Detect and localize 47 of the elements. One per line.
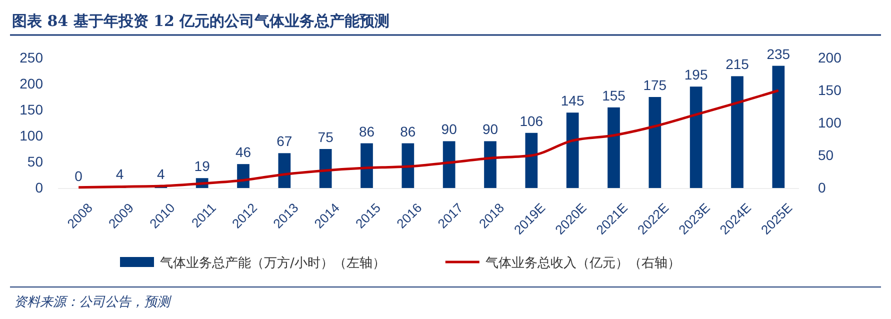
- y-tick-label: 100: [20, 127, 44, 144]
- line-series: [77, 89, 780, 189]
- bar: [648, 97, 662, 188]
- bar: [442, 141, 456, 188]
- data-label: 145: [560, 92, 584, 109]
- y2-tick-label: 50: [818, 146, 834, 163]
- bar: [484, 141, 496, 188]
- bar: [360, 143, 373, 188]
- data-label: 106: [520, 112, 544, 129]
- data-label: 4: [116, 166, 124, 182]
- data-label: 46: [235, 144, 252, 160]
- data-label: 86: [400, 123, 416, 140]
- y2-tick-label: 100: [818, 114, 842, 130]
- bar: [608, 107, 620, 188]
- bar: [690, 86, 702, 188]
- text: 资料来源：公司公告，预测: [14, 295, 172, 310]
- data-label: 4: [157, 166, 166, 182]
- bar: [566, 112, 579, 188]
- data-label: 67: [276, 133, 292, 150]
- legend-label: 气体业务总产能（万方/小时）（左轴）: [160, 255, 386, 271]
- y2-tick-label: 200: [818, 49, 842, 66]
- y-tick-label: 150: [20, 101, 44, 118]
- y-tick-label: 200: [20, 75, 44, 92]
- data-label: 0: [74, 168, 83, 184]
- y-tick-label: 0: [35, 179, 44, 196]
- bar: [525, 132, 538, 188]
- bar: [278, 153, 291, 188]
- data-label: 75: [318, 129, 334, 145]
- bar: [319, 149, 332, 188]
- chart-title: 图表 84 基于年投资 12 亿元的公司气体业务总产能预测: [12, 12, 390, 30]
- y-tick-label: 50: [27, 153, 44, 170]
- data-label: 155: [602, 87, 626, 104]
- data-label: 215: [726, 56, 750, 72]
- data-label: 19: [194, 158, 210, 174]
- data-label: 195: [684, 66, 708, 83]
- data-label: 86: [358, 123, 375, 140]
- bar: [772, 66, 785, 188]
- y2-tick-label: 150: [818, 82, 842, 98]
- data-label: 90: [441, 121, 458, 138]
- y2-tick-label: 0: [818, 179, 826, 196]
- data-label: 90: [482, 121, 498, 138]
- bar: [402, 143, 414, 188]
- data-label: 175: [643, 77, 667, 93]
- data-label: 235: [766, 46, 790, 62]
- y-tick-label: 250: [20, 49, 44, 66]
- legend-label: 气体业务总收入（亿元）（右轴）: [485, 256, 680, 271]
- bar: [731, 76, 744, 188]
